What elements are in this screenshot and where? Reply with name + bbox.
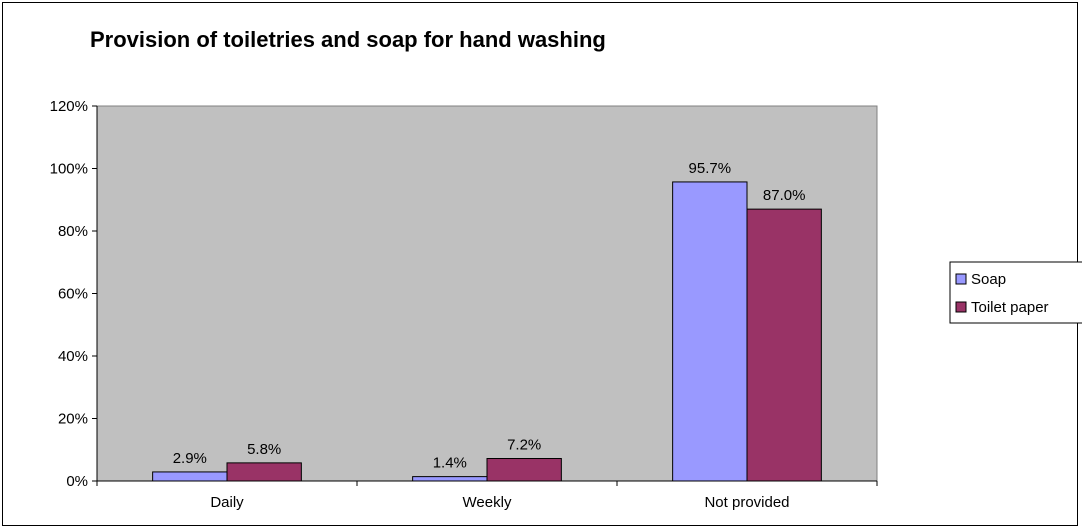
data-label: 1.4%	[433, 455, 467, 472]
axes-group: 0% 20% 40% 60% 80% 100% 120% Daily Weekly Not pro…	[50, 98, 878, 511]
y-tick-label: 120%	[50, 98, 88, 115]
data-label: 95.7%	[689, 160, 732, 177]
bar-toilet-paper	[486, 458, 562, 482]
legend-label: Soap	[971, 271, 1006, 288]
chart-title: Provision of toiletries and soap for han…	[90, 27, 606, 52]
bar-toilet-paper	[226, 462, 302, 482]
x-category-label: Weekly	[463, 494, 512, 511]
legend-swatch	[955, 273, 967, 285]
bar-soap	[672, 181, 748, 482]
value-labels-group: 2.9% 5.8% 1.4% 7.2% 95.7% 87.0%	[173, 160, 806, 472]
x-category-label: Not provided	[704, 494, 789, 511]
y-tick-label: 0%	[66, 473, 88, 490]
legend-swatch	[955, 301, 967, 313]
data-label: 2.9%	[173, 450, 207, 467]
x-category-label: Daily	[210, 494, 244, 511]
y-tick-label: 100%	[50, 161, 88, 178]
data-label: 7.2%	[507, 437, 541, 454]
bars-group	[152, 181, 822, 482]
bar-soap	[152, 471, 228, 482]
bar-toilet-paper	[746, 208, 822, 482]
y-tick-label: 80%	[58, 223, 88, 240]
legend-label: Toilet paper	[971, 299, 1049, 316]
legend: Soap Toilet paper	[949, 261, 1082, 324]
data-label: 87.0%	[763, 187, 806, 204]
legend-box	[949, 261, 1082, 324]
y-tick-label: 60%	[58, 286, 88, 303]
data-label: 5.8%	[247, 441, 281, 458]
y-tick-label: 20%	[58, 411, 88, 428]
bar-soap	[412, 476, 488, 482]
y-tick-label: 40%	[58, 348, 88, 365]
